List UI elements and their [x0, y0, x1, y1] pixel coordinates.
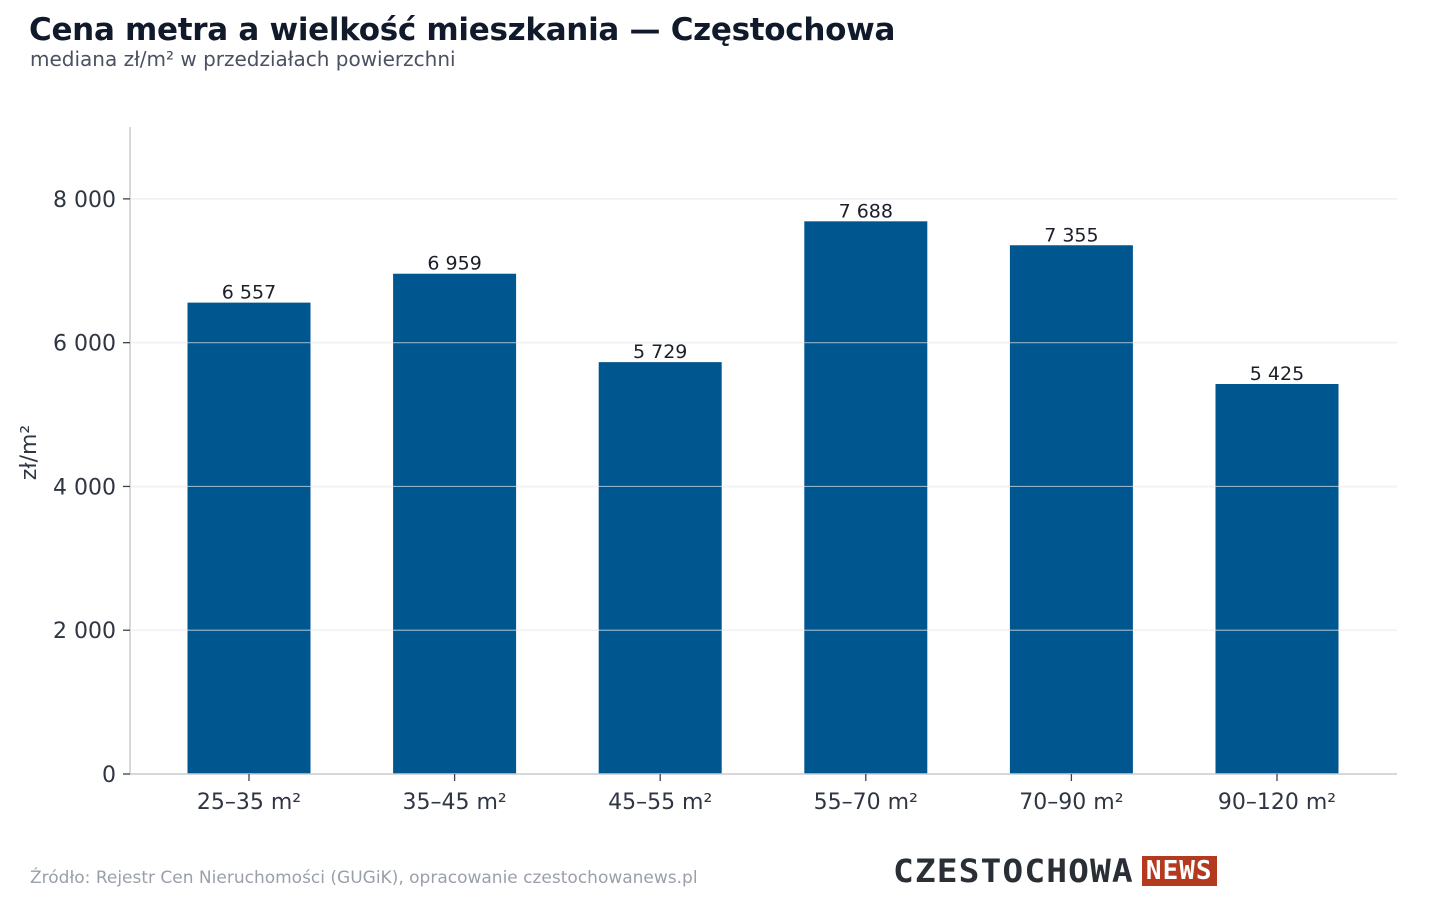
- czestochowanews-logo: CZESTOCHOWA NEWS: [893, 854, 1217, 888]
- bar: [1215, 384, 1339, 774]
- bars: [130, 198, 1397, 775]
- chart-subtitle: mediana zł/m² w przedziałach powierzchni: [30, 47, 456, 71]
- bar: [187, 302, 311, 774]
- y-tick-label: 4 000: [53, 475, 116, 500]
- y-tick-label: 0: [102, 763, 116, 788]
- bar: [598, 362, 722, 774]
- x-tick-label: 25–35 m²: [197, 790, 301, 815]
- axes: [123, 127, 1397, 781]
- logo-wordmark: CZESTOCHOWA: [893, 852, 1134, 890]
- y-tick-label: 6 000: [53, 332, 116, 357]
- chart-title: Cena metra a wielkość mieszkania — Częst…: [29, 12, 896, 48]
- grid-lines: [130, 198, 1397, 631]
- bar: [393, 273, 517, 774]
- x-tick-label: 35–45 m²: [402, 790, 506, 815]
- bar-value-label: 7 355: [1044, 224, 1098, 246]
- bar-value-label: 5 425: [1250, 363, 1304, 385]
- y-tick-label: 8 000: [53, 188, 116, 213]
- bar-value-label: 6 959: [427, 253, 481, 275]
- x-tick-label: 45–55 m²: [608, 790, 712, 815]
- bar: [1009, 245, 1133, 775]
- y-tick-label: 2 000: [53, 619, 116, 644]
- bar-value-label: 5 729: [633, 341, 687, 363]
- bar-value-label: 6 557: [222, 282, 276, 304]
- source-note: Źródło: Rejestr Cen Nieruchomości (GUGiK…: [30, 868, 698, 888]
- x-tick-label: 90–120 m²: [1218, 790, 1336, 815]
- bar-value-label: 7 688: [839, 200, 893, 222]
- labels: 0 2 000 4 000 6 000 8 000 25–35 m² 35–45 m² 45–…: [17, 188, 1336, 815]
- bar: [804, 221, 928, 774]
- logo-news-tag: NEWS: [1141, 856, 1217, 886]
- x-tick-label: 70–90 m²: [1019, 790, 1123, 815]
- y-axis-title: zł/m²: [17, 425, 42, 480]
- x-tick-label: 55–70 m²: [814, 790, 918, 815]
